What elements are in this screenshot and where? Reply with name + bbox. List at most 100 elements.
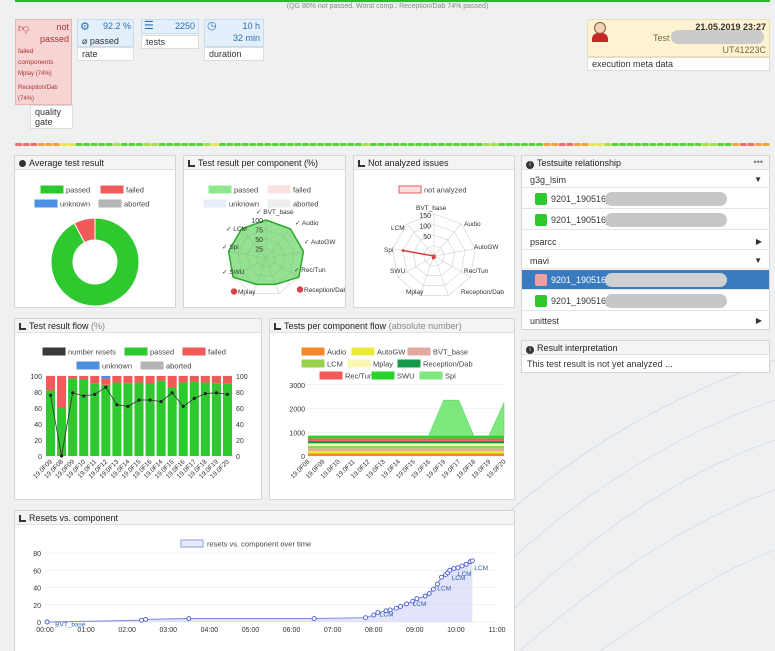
not-analyzed-area <box>402 249 436 260</box>
timeline-segment <box>211 143 219 146</box>
point-label: LCM <box>458 571 472 578</box>
duration-label: duration <box>204 47 264 61</box>
radar-axis-label: ✓ LCM <box>226 226 247 233</box>
na-grid-ring <box>402 224 466 286</box>
result-flow-header: Test result flow (%) <box>15 319 261 333</box>
testsuite-group-mavi[interactable]: mavi ▼ <box>522 252 769 269</box>
legend-passed-swatch <box>208 185 232 194</box>
timeline-segment <box>30 143 38 146</box>
legend-aborted-label: aborted <box>166 362 191 371</box>
legend-resets-swatch <box>42 347 66 356</box>
legend-lcm-swatch <box>301 359 325 368</box>
bar-passed <box>112 382 122 456</box>
interpretation-panel: i Result interpretation This test result … <box>521 340 770 373</box>
area-layer-mplay <box>308 443 504 446</box>
not-analyzed-header: Not analyzed issues <box>354 156 514 170</box>
na-grid-ring <box>423 245 445 267</box>
caret-right-icon: ▶ <box>755 316 762 325</box>
timeline-segment <box>135 143 143 146</box>
testsuite-item-selected[interactable]: 9201_190516_ <box>522 270 769 290</box>
radar-axis-label: ✓ Spi <box>222 244 239 251</box>
timeline-segment <box>233 143 242 146</box>
comp-flow-panel: Tests per component flow (absolute numbe… <box>269 318 515 500</box>
testsuite-item[interactable]: 9201_190516_ <box>522 291 769 311</box>
testsuite-item[interactable]: 9201_190516_ <box>522 210 769 230</box>
na-axis-line <box>433 223 462 257</box>
tests-card[interactable]: ☰ 2250 tests <box>141 19 199 49</box>
y-tick: 0 <box>37 620 41 627</box>
avg-test-result-chart: passed failed unknown aborted <box>34 185 149 307</box>
timeline-segment <box>566 143 574 146</box>
x-tick: 08:00 <box>365 627 383 634</box>
per-component-panel: Test result per component (%) passed fail… <box>183 155 346 308</box>
timeline-segment <box>218 143 226 146</box>
y-tick: 1000 <box>289 430 305 437</box>
legend-lcm-label: LCM <box>327 360 343 369</box>
rate-card[interactable]: ⚙ 92.2 % ⌀ passed rate <box>77 19 135 61</box>
more-options-icon[interactable]: ••• <box>753 157 763 167</box>
legend-not-analyzed-label: not analyzed <box>424 186 467 195</box>
timeline-segment <box>656 143 664 146</box>
radar-axis-label: Audio <box>464 221 481 228</box>
bar-passed <box>156 380 166 456</box>
execution-timeline-strip[interactable] <box>15 141 770 149</box>
quality-gate-card[interactable]: 👎︎ not passed failed components Mplay (7… <box>15 19 73 129</box>
timeline-segment <box>709 143 717 146</box>
timeline-segment <box>588 143 596 146</box>
legend-unknown-swatch <box>34 199 58 208</box>
radar-tick: 100 <box>419 224 431 231</box>
resets-point <box>186 616 192 622</box>
radar-tick: 100 <box>251 218 263 225</box>
testsuite-group-psarcc[interactable]: psarcc ▶ <box>522 233 769 250</box>
resets-point <box>181 404 185 408</box>
testsuite-group-g3g-lsim[interactable]: g3g_lsim ▼ <box>522 171 769 188</box>
timeline-segment <box>664 143 672 146</box>
resets-point <box>214 391 219 395</box>
x-tick: 04:00 <box>201 627 219 634</box>
legend-bvtbase-swatch <box>407 347 431 356</box>
testsuite-group-unittest[interactable]: unittest ▶ <box>522 312 769 329</box>
timeline-segment <box>332 143 340 146</box>
timeline-segment <box>520 143 528 146</box>
duration-card[interactable]: ◷ 10 h 32 min duration <box>204 19 264 61</box>
x-tick: 09:00 <box>406 627 424 634</box>
bar-failed <box>167 376 177 388</box>
resets-point <box>104 385 108 389</box>
y-tick: 60 <box>33 568 41 575</box>
resets-point <box>93 392 97 396</box>
bar-passed <box>46 390 56 456</box>
resets-point <box>459 563 465 569</box>
y-tick-left: 20 <box>34 438 42 445</box>
radar-axis-label: Mplay <box>406 289 424 296</box>
bar-chart-icon <box>19 323 26 330</box>
bar-passed <box>57 408 67 456</box>
legend-resets-label: resets vs. component over time <box>207 540 311 549</box>
execution-test-label: Test <box>653 33 670 43</box>
robot-icon <box>535 274 547 286</box>
area-layer-autogw <box>308 450 504 454</box>
testsuite-item[interactable]: 9201_190516_ <box>522 189 769 209</box>
rate-label: rate <box>77 47 134 61</box>
testsuite-item-label: 9201_190516_ <box>551 275 612 285</box>
not-analyzed-radar: not analyzed 150 100 50 BVT_base Audio AutoGW R… <box>384 185 504 296</box>
resets-point <box>71 391 75 395</box>
resets-point <box>137 398 141 402</box>
result-flow-panel: Test result flow (%) number resets passed… <box>14 318 262 500</box>
pie-slice-failed <box>73 217 96 244</box>
timeline-segment <box>377 143 385 146</box>
timeline-segment <box>498 143 506 146</box>
execution-meta-card[interactable]: 21.05.2019 23:27 Test UT41223C execution… <box>587 19 770 71</box>
not-analyzed-point <box>432 254 436 258</box>
radar-tick: 50 <box>423 234 431 241</box>
area-layer-rectun <box>308 438 504 441</box>
caret-down-icon: ▼ <box>754 256 762 265</box>
failed-marker-icon <box>230 288 238 295</box>
bar-failed <box>222 376 232 384</box>
bar-chart-icon <box>358 160 365 167</box>
bar-failed <box>189 376 199 382</box>
x-tick: 05:00 <box>242 627 260 634</box>
resets-title: Resets vs. component <box>29 513 119 523</box>
timeline-segment <box>196 143 204 146</box>
radar-axis-label: Reception/Dab <box>461 289 504 296</box>
timeline-segment <box>369 143 377 146</box>
